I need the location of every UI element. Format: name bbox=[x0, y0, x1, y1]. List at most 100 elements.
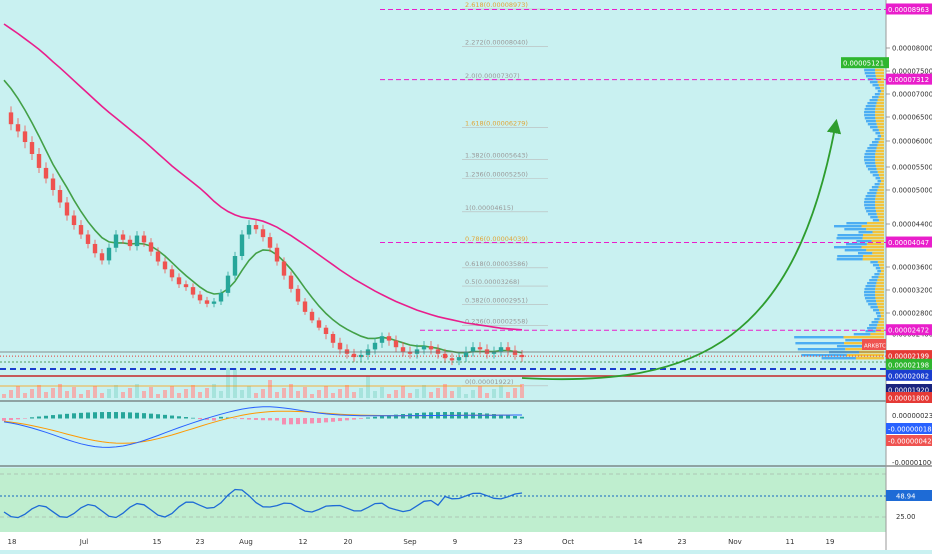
candle-body bbox=[337, 342, 343, 350]
profile-bar-down bbox=[875, 111, 884, 114]
volume-bar bbox=[149, 387, 153, 398]
profile-bar-down bbox=[875, 75, 884, 78]
volume-bar bbox=[100, 393, 104, 398]
profile-bar-up bbox=[865, 75, 876, 78]
macd-histogram-bar bbox=[2, 418, 6, 421]
volume-bar bbox=[93, 386, 97, 398]
profile-bar-up bbox=[858, 231, 873, 234]
profile-bar-down bbox=[880, 132, 884, 135]
macd-badge bbox=[886, 423, 932, 434]
profile-bar-down bbox=[879, 273, 884, 276]
candle-body bbox=[148, 242, 154, 252]
candle-body bbox=[253, 225, 259, 230]
profile-bar-down bbox=[877, 261, 884, 264]
macd-histogram-bar bbox=[163, 414, 167, 419]
profile-bar-up bbox=[864, 114, 876, 117]
volume-bar bbox=[135, 384, 139, 398]
time-tick-label: 9 bbox=[453, 538, 457, 546]
candle-body bbox=[512, 350, 518, 355]
volume-bar bbox=[65, 391, 69, 398]
price-badge-label: 0.00002082 bbox=[888, 372, 929, 380]
candle-body bbox=[113, 234, 119, 248]
macd-histogram-bar bbox=[9, 418, 13, 421]
macd-histogram-bar bbox=[499, 414, 503, 419]
candle-body bbox=[407, 351, 413, 354]
profile-bar-up bbox=[864, 294, 876, 297]
candle-body bbox=[372, 342, 378, 350]
profile-bar-down bbox=[876, 303, 884, 306]
time-tick-label: 23 bbox=[678, 538, 687, 546]
profile-bar-down bbox=[878, 174, 884, 177]
price-badge-label: ARKBTC bbox=[864, 344, 886, 350]
rsi-badge-label: 48.94 bbox=[896, 493, 915, 501]
macd-histogram-bar bbox=[478, 413, 482, 419]
profile-bar-down bbox=[875, 294, 884, 297]
macd-histogram-bar bbox=[86, 412, 90, 419]
price-tick-label: 0.00003600 bbox=[892, 264, 932, 272]
price-badge-label: 0.00007312 bbox=[888, 76, 929, 84]
macd-histogram-bar bbox=[380, 416, 384, 419]
fib-label: 2.272(0.00008040) bbox=[465, 38, 528, 46]
profile-bar-up bbox=[877, 180, 882, 183]
profile-bar-up bbox=[846, 222, 868, 225]
profile-bar-up bbox=[844, 228, 867, 231]
profile-bar-up bbox=[871, 321, 879, 324]
macd-histogram-bar bbox=[366, 417, 370, 419]
fib-label: 0(0.00001922) bbox=[465, 378, 514, 386]
ema-slow-line bbox=[3, 23, 523, 331]
profile-bar-down bbox=[846, 354, 884, 357]
macd-histogram-bar bbox=[184, 417, 188, 419]
price-tick-label: 0.00008000 bbox=[892, 45, 932, 53]
candle-body bbox=[120, 234, 126, 240]
volume-bar bbox=[226, 368, 230, 398]
candle-body bbox=[36, 154, 42, 168]
profile-bar-up bbox=[871, 186, 879, 189]
volume-bar bbox=[422, 385, 426, 398]
profile-bar-down bbox=[875, 159, 884, 162]
profile-bar-down bbox=[878, 219, 884, 222]
candle-body bbox=[484, 349, 490, 354]
profile-bar-down bbox=[876, 282, 884, 285]
macd-histogram-bar bbox=[170, 415, 174, 419]
price-badge-label: 0.00008963 bbox=[888, 6, 929, 14]
macd-histogram-bar bbox=[191, 417, 195, 419]
profile-bar-down bbox=[878, 96, 884, 99]
price-badge bbox=[886, 369, 932, 381]
candle-body bbox=[428, 346, 434, 350]
profile-bar-up bbox=[870, 171, 878, 174]
profile-bar-down bbox=[861, 246, 884, 249]
candle-body bbox=[99, 253, 105, 261]
candle-body bbox=[183, 284, 189, 288]
candle-body bbox=[92, 243, 98, 254]
time-tick-label: Nov bbox=[728, 538, 742, 546]
candle-body bbox=[505, 347, 511, 351]
candle-body bbox=[393, 340, 399, 348]
candle-body bbox=[169, 269, 175, 278]
volume-bar bbox=[471, 390, 475, 398]
profile-bar-up bbox=[864, 198, 876, 201]
profile-bar-down bbox=[875, 105, 884, 108]
time-axis: 18 Jul 15 23 Aug 12 20 Sep 9 23 Oct 14 23 Nov 11 19 bbox=[8, 538, 835, 546]
candle-body bbox=[176, 277, 182, 285]
fib-label: 1.382(0.00005643) bbox=[465, 152, 528, 160]
profile-bar-up bbox=[866, 120, 876, 123]
profile-bar-up bbox=[864, 69, 876, 72]
profile-bar-down bbox=[875, 201, 884, 204]
profile-bar-up bbox=[864, 156, 876, 159]
profile-bar-down bbox=[862, 255, 884, 258]
profile-bar-down bbox=[875, 204, 884, 207]
profile-bar-up bbox=[821, 357, 856, 360]
volume-bar bbox=[464, 394, 468, 398]
volume-bar bbox=[303, 387, 307, 398]
macd-histogram-bar bbox=[485, 413, 489, 419]
price-badge bbox=[886, 392, 932, 403]
profile-bar-down bbox=[875, 108, 884, 111]
price-badge-label: 0.00005121 bbox=[843, 60, 884, 68]
profile-bar-up bbox=[870, 126, 878, 129]
time-tick-label: 23 bbox=[196, 538, 205, 546]
profile-bar-down bbox=[879, 93, 884, 96]
macd-histogram-bar bbox=[240, 418, 244, 420]
profile-bar-up bbox=[846, 243, 867, 246]
macd-histogram-bar bbox=[205, 418, 209, 420]
